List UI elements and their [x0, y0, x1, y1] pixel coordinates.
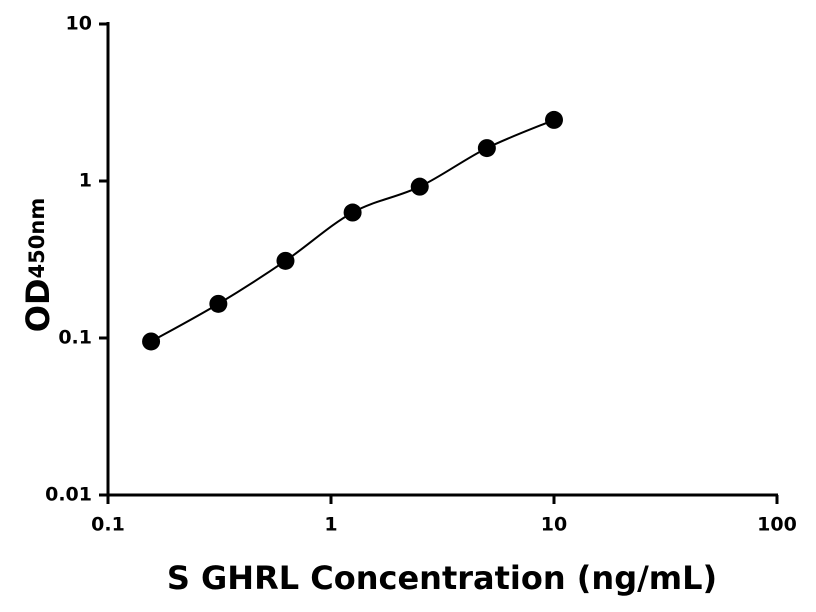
y-axis-label: OD450nm: [19, 198, 57, 332]
data-point: [343, 203, 362, 222]
data-point: [276, 251, 295, 270]
x-tick-label: 0.1: [91, 514, 125, 536]
data-point: [410, 177, 429, 196]
y-tick-label: 10: [66, 13, 92, 35]
x-tick-label: 1: [324, 514, 337, 536]
y-axis-label-main: OD: [19, 278, 57, 332]
data-point: [142, 332, 161, 351]
data-point: [209, 294, 228, 313]
x-tick-label: 100: [757, 514, 797, 536]
data-point: [477, 139, 496, 158]
x-tick-label: 10: [541, 514, 567, 536]
y-axis-label-sub: 450nm: [25, 198, 49, 279]
data-point: [545, 110, 563, 129]
y-tick-label: 0.1: [58, 327, 92, 349]
x-axis-label: S GHRL Concentration (ng/mL): [167, 559, 717, 597]
y-tick-label: 1: [79, 170, 92, 192]
y-tick-label: 0.01: [45, 484, 92, 506]
